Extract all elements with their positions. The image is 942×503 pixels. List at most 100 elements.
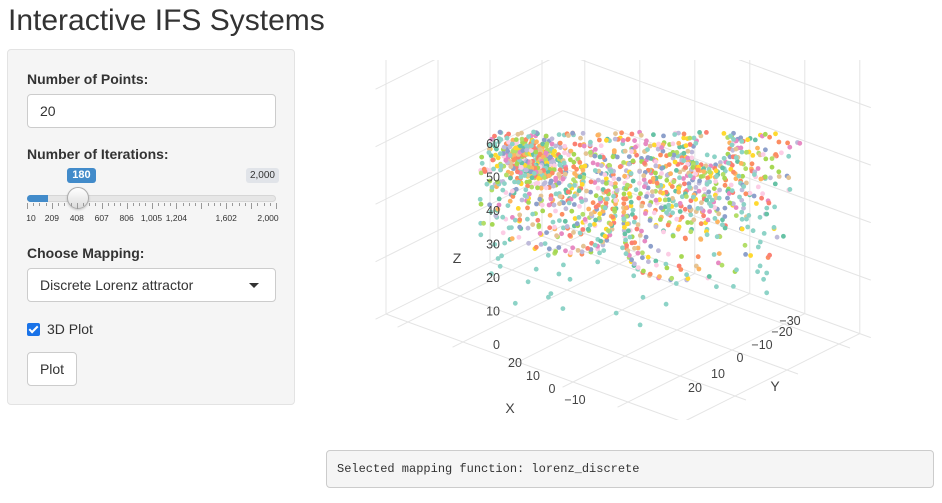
scatter-point [542,175,547,180]
scatter-point [679,254,684,259]
scatter-point [658,205,664,211]
plot3d-checkbox-row[interactable]: 3D Plot [27,320,93,338]
scatter-point [537,151,543,157]
points-input[interactable]: 20 [27,94,276,128]
mapping-select[interactable]: Discrete Lorenz attractor [27,268,276,302]
scatter-point [494,163,500,169]
sidebar-panel: Number of Points: 20 Number of Iteration… [7,49,295,405]
scatter-point [698,237,704,242]
slider-minor-tick [151,203,153,209]
scatter-point [668,171,673,177]
scatter-point [610,154,616,160]
scatter-point [551,183,556,189]
scatter-point [608,221,614,227]
grid-line [617,313,806,408]
scatter-point [516,234,522,240]
plot-button[interactable]: Plot [27,352,77,386]
slider-fill [27,195,49,202]
scatter-point [750,228,756,234]
scatter-point [742,242,748,248]
plot-grid [375,0,871,428]
scatter-point [547,212,553,218]
scatter-point [720,165,725,171]
scatter-point [544,230,549,236]
scatter-point [572,193,577,199]
slider-minor-tick [126,203,128,209]
scatter-point [500,214,506,220]
scatter-point [733,213,739,219]
grid-line [437,287,747,401]
scatter-point [635,245,641,251]
scatter-point [525,205,530,211]
scatter-point [716,195,722,201]
scatter-point [715,219,720,225]
scatter-point [563,166,569,172]
scatter-point [768,175,773,181]
scatter-point [758,176,764,182]
slider-minor-tick [213,203,215,206]
scatter-point [628,171,634,176]
scatter-point [667,152,673,157]
scatter-point [590,200,596,206]
scatter-point [577,204,582,209]
plot3d-checkbox[interactable] [27,322,40,336]
scatter-point [728,133,733,139]
scatter-point [553,208,558,214]
scatter-point [559,211,565,217]
slider-minor-tick [101,203,103,209]
iterations-label: Number of Iterations: [27,146,169,162]
scatter-point [556,245,562,250]
scatter-point [598,143,604,149]
scatter-point [556,171,562,177]
plot3d-label: 3D Plot [47,321,93,337]
scatter-point [669,275,675,281]
scatter-point [523,187,529,193]
scatter-point [717,187,722,193]
scatter-point [621,209,627,215]
scatter-point [689,149,695,155]
scatter-point [537,231,543,236]
scatter-point [632,245,637,251]
scatter-point [623,251,629,257]
scatter-point [608,181,614,186]
scatter-point [641,177,647,183]
scatter-point [623,205,629,211]
scatter-point [721,131,727,136]
scatter-point [752,137,758,143]
grid-line [541,235,851,349]
scatter-point [632,261,637,267]
slider-minor-tick [58,203,60,206]
scatter-point [701,169,707,174]
scatter-point [642,161,647,166]
scatter-point [654,180,660,186]
scatter-point [656,141,661,147]
scatter-point [704,130,709,135]
scatter-point [623,196,629,202]
scatter-point [581,243,586,249]
scatter-point [712,154,717,160]
scatter-point [520,148,526,153]
scatter-point [682,181,687,187]
scatter-point [666,207,672,213]
scatter-point [666,202,672,208]
scatter-point [593,193,599,199]
scatter3d-plot[interactable]: 0 10 20 30 40 50 60 Z 20 10 0 −10 −20 −30 Y 20 10 0 −10 X [330,0,930,428]
grid-line [397,233,586,328]
scatter-point [726,160,731,166]
slider-track[interactable] [27,195,276,202]
scatter-point [757,214,763,220]
iterations-slider[interactable]: 180 2,000 10 209 408 607 806 1,005 1,204 1,602 2… [26,168,279,226]
scatter-point [733,146,739,152]
slider-minor-tick [95,203,97,206]
scatter-point [619,130,624,136]
scatter-point [556,180,562,186]
slider-minor-tick [232,203,234,206]
scatter-point [729,188,735,194]
slider-tick-label: 607 [94,213,109,223]
scatter-point [523,167,529,173]
scatter-point [691,217,697,223]
scatter-point [661,229,666,235]
scatter-point [685,276,691,281]
scatter-point [603,176,609,181]
